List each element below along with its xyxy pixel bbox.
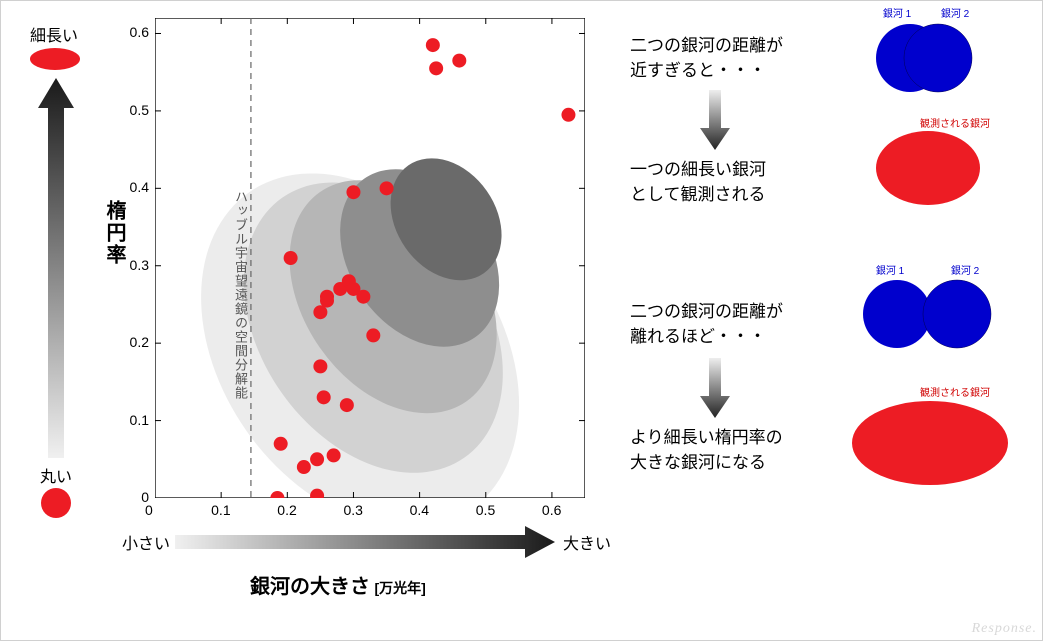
mini-label-g1-b: 銀河 1 bbox=[865, 262, 915, 277]
mini-label-g2-b: 銀河 2 bbox=[940, 262, 990, 277]
x-tick-label: 0.3 bbox=[343, 502, 362, 518]
y-legend-bottom-label: 丸い bbox=[40, 463, 72, 487]
explain-text-3: 二つの銀河の距離が 離れるほど・・・ bbox=[630, 300, 783, 349]
text-line: より細長い楕円率の bbox=[630, 428, 783, 447]
x-tick-label: 0.5 bbox=[476, 502, 495, 518]
y-tick-label: 0.1 bbox=[125, 412, 149, 428]
y-tick-label: 0.5 bbox=[125, 102, 149, 118]
x-axis-title-wrap: 銀河の大きさ [万光年] bbox=[250, 570, 426, 599]
x-tick-label: 0.4 bbox=[410, 502, 429, 518]
y-tick-label: 0.3 bbox=[125, 257, 149, 273]
x-arrow-left-label: 小さい bbox=[122, 530, 170, 554]
mini-diagram-close-pair bbox=[860, 18, 990, 93]
y-tick-label: 0.2 bbox=[125, 334, 149, 350]
text-line: 一つの細長い銀河 bbox=[630, 160, 766, 179]
x-tick-label: 0.2 bbox=[277, 502, 296, 518]
y-legend-top-ellipse bbox=[28, 45, 83, 73]
mini-label-obs-b: 観測される銀河 bbox=[880, 384, 990, 399]
x-tick-label: 0.1 bbox=[211, 502, 230, 518]
x-arrow bbox=[175, 526, 555, 558]
text-line: 二つの銀河の距離が bbox=[630, 36, 783, 55]
down-arrow-2 bbox=[700, 358, 730, 418]
text-line: 離れるほど・・・ bbox=[630, 327, 766, 346]
explain-text-2: 一つの細長い銀河 として観測される bbox=[630, 158, 766, 207]
text-line: として観測される bbox=[630, 185, 766, 204]
down-arrow-1 bbox=[700, 90, 730, 150]
text-line: 大きな銀河になる bbox=[630, 453, 766, 472]
text-line: 二つの銀河の距離が bbox=[630, 302, 783, 321]
mini-diagram-observed-a bbox=[860, 128, 1000, 208]
x-arrow-right-label: 大きい bbox=[563, 530, 611, 554]
y-tick-label: 0.4 bbox=[125, 179, 149, 195]
mini-diagram-far-pair bbox=[855, 276, 1005, 351]
mini-diagram-observed-b bbox=[845, 398, 1020, 488]
text-line: 近すぎると・・・ bbox=[630, 61, 766, 80]
y-legend-arrow bbox=[38, 78, 74, 458]
watermark: Response. bbox=[972, 621, 1037, 637]
x-tick-label: 0.6 bbox=[542, 502, 561, 518]
y-tick-label: 0 bbox=[125, 489, 149, 505]
explain-text-4: より細長い楕円率の 大きな銀河になる bbox=[630, 426, 783, 475]
y-legend-bottom-circle bbox=[38, 485, 74, 521]
y-tick-label: 0.6 bbox=[125, 24, 149, 40]
explain-text-1: 二つの銀河の距離が 近すぎると・・・ bbox=[630, 34, 783, 83]
hubble-resolution-label: ハッブル宇宙望遠鏡の空間分解能 bbox=[231, 190, 250, 400]
x-axis-unit: [万光年] bbox=[374, 580, 425, 596]
x-axis-title: 銀河の大きさ bbox=[250, 576, 370, 598]
y-legend-top-label: 細長い bbox=[30, 22, 78, 46]
main-scatter-plot bbox=[155, 18, 585, 498]
